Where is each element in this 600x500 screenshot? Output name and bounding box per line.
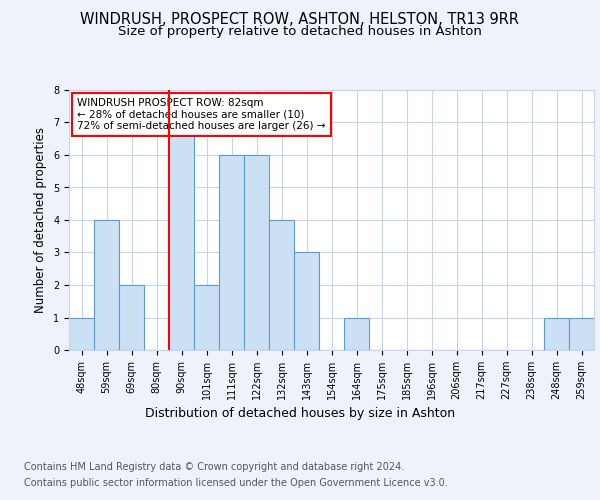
Bar — [169, 122, 194, 350]
Bar — [94, 220, 119, 350]
Bar — [569, 318, 594, 350]
Bar — [269, 220, 294, 350]
Text: WINDRUSH, PROSPECT ROW, ASHTON, HELSTON, TR13 9RR: WINDRUSH, PROSPECT ROW, ASHTON, HELSTON,… — [80, 12, 520, 28]
Bar — [344, 318, 369, 350]
Text: Size of property relative to detached houses in Ashton: Size of property relative to detached ho… — [118, 25, 482, 38]
Text: Distribution of detached houses by size in Ashton: Distribution of detached houses by size … — [145, 408, 455, 420]
Bar — [244, 155, 269, 350]
Text: WINDRUSH PROSPECT ROW: 82sqm
← 28% of detached houses are smaller (10)
72% of se: WINDRUSH PROSPECT ROW: 82sqm ← 28% of de… — [77, 98, 325, 131]
Text: Contains public sector information licensed under the Open Government Licence v3: Contains public sector information licen… — [24, 478, 448, 488]
Bar — [69, 318, 94, 350]
Bar — [544, 318, 569, 350]
Bar — [194, 285, 219, 350]
Bar — [294, 252, 319, 350]
Text: Contains HM Land Registry data © Crown copyright and database right 2024.: Contains HM Land Registry data © Crown c… — [24, 462, 404, 472]
Y-axis label: Number of detached properties: Number of detached properties — [34, 127, 47, 313]
Bar — [219, 155, 244, 350]
Bar — [119, 285, 144, 350]
